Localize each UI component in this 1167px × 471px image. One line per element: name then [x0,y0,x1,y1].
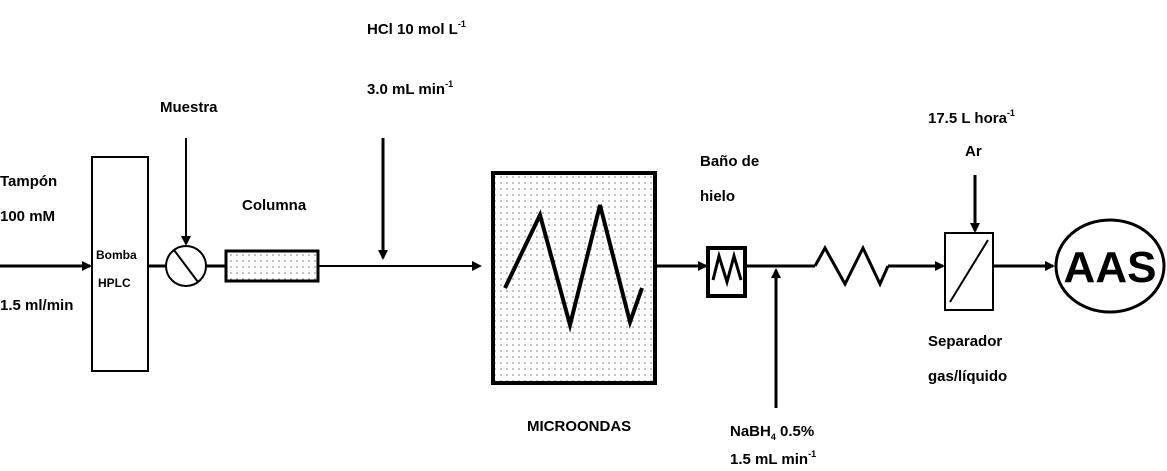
label-sup: -1 [445,79,453,89]
label-text: 3.0 mL min [367,81,445,98]
label-text: 0.5% [776,423,814,440]
label: 100 mM [0,208,55,225]
label: Bomba [96,248,137,262]
label-sup: -1 [1007,108,1015,118]
separator-membrane [949,239,989,303]
label-sup: -1 [458,19,466,29]
label: gas/líquido [928,368,1007,385]
label-text: HCl 10 mol L [367,21,458,38]
label: 1.5 mL min-1 [730,449,816,468]
label: NaBH4 0.5% [730,423,814,442]
label-sub: 4 [771,432,776,442]
column [224,249,320,283]
label: Columna [242,197,307,214]
label-text: 1.5 mL min [730,451,808,468]
label-text: 17.5 L hora [928,110,1008,127]
label: 17.5 L hora-1 [928,108,1015,127]
label: Baño de [700,153,759,170]
label-text: NaBH [730,423,771,440]
microwave-box [491,171,657,385]
label: Ar [965,143,982,160]
detector [1054,218,1166,314]
label: Tampón [0,173,57,190]
valve-slash [173,249,199,283]
detector-label: AAS [1064,243,1157,292]
label: HCl 10 mol L-1 [367,19,466,38]
reaction-coil [813,244,890,288]
flow-lines [0,138,1055,408]
flow-label: 1.5 ml/min [0,297,73,314]
label: Separador [928,333,1002,350]
label: Muestra [160,99,218,116]
pump-box [91,156,149,372]
label: MICROONDAS [527,418,631,435]
ice-bath-coil [711,250,743,288]
label: 3.0 mL min-1 [367,79,453,98]
microwave-coil [503,204,644,333]
label-sup: -1 [808,449,816,459]
label: hielo [700,188,735,205]
label: HPLC [98,276,131,290]
